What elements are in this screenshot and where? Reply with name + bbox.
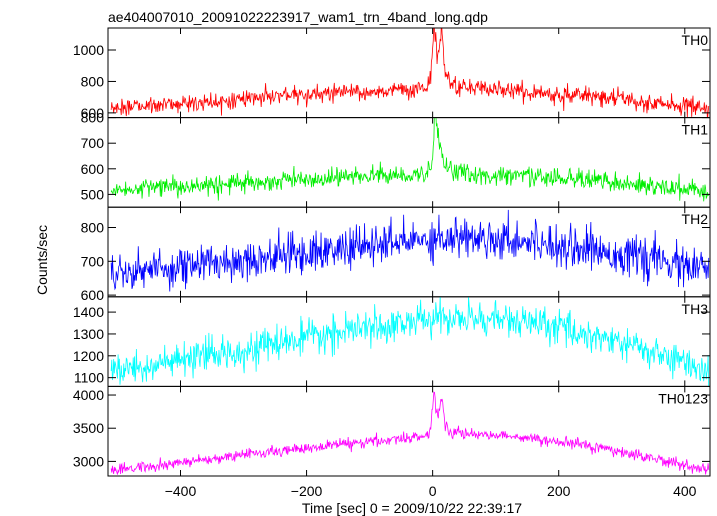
y-tick-label: 1300 — [73, 326, 104, 342]
panel-frame — [107, 296, 711, 387]
panels: 6008001000TH0500600700800TH1600700800TH2… — [73, 27, 711, 477]
y-tick-label: 3500 — [73, 420, 104, 436]
y-tick-label: 600 — [81, 161, 105, 177]
y-axis-title: Counts/sec — [34, 225, 50, 295]
plot-title: ae404007010_20091022223917_wam1_trn_4ban… — [108, 9, 488, 25]
x-tick-label: 400 — [673, 483, 697, 499]
y-tick-label: 1000 — [73, 42, 104, 58]
panel-th0: 600 800 1000 TH0 — [73, 27, 711, 121]
series-line-th1 — [110, 117, 710, 202]
y-tick-label: 1200 — [73, 348, 104, 364]
x-axis-title: Time [sec] 0 = 2009/10/22 22:39:17 — [302, 500, 522, 516]
panel-th0123: 3000 3500 4000 TH0123 — [73, 385, 711, 477]
y-tick-label: 600 — [81, 105, 105, 121]
y-tick-label: 700 — [81, 253, 105, 269]
y-tick-label: 800 — [81, 219, 105, 235]
y-tick-label: 3000 — [73, 453, 104, 469]
series-line-th0123 — [110, 391, 710, 475]
x-tick-label: 200 — [547, 483, 571, 499]
x-tick-label: −400 — [165, 483, 197, 499]
panel-th2: 600 700 800 TH2 — [81, 206, 711, 303]
x-tick-label: 0 — [429, 483, 437, 499]
panel-label-th1: TH1 — [682, 122, 709, 138]
y-tick-label: 1100 — [74, 370, 104, 386]
panel-label-th0123: TH0123 — [658, 390, 708, 406]
y-tick-label: 4000 — [73, 387, 104, 403]
panel-label-th3: TH3 — [682, 301, 709, 317]
y-tick-label: 600 — [81, 287, 105, 303]
x-axis: −400 −200 0 200 400 — [165, 483, 697, 499]
y-tick-label: 500 — [81, 186, 105, 202]
panel-label-th2: TH2 — [682, 211, 709, 227]
y-tick-label: 800 — [81, 110, 105, 126]
y-tick-label: 1400 — [73, 304, 104, 320]
x-tick-label: −200 — [291, 483, 323, 499]
panel-label-th0: TH0 — [682, 32, 709, 48]
series-line-th0 — [110, 28, 710, 118]
panel-frame — [107, 117, 711, 208]
panel-th1: 500 600 700 800 TH1 — [81, 110, 711, 208]
series-line-th3 — [110, 296, 710, 387]
series-line-th2 — [110, 209, 710, 292]
panel-th3: 1100 1200 1300 1400 TH3 — [73, 296, 711, 387]
y-tick-label: 800 — [81, 73, 105, 89]
y-tick-label: 700 — [81, 135, 105, 151]
panel-frame — [107, 385, 711, 477]
